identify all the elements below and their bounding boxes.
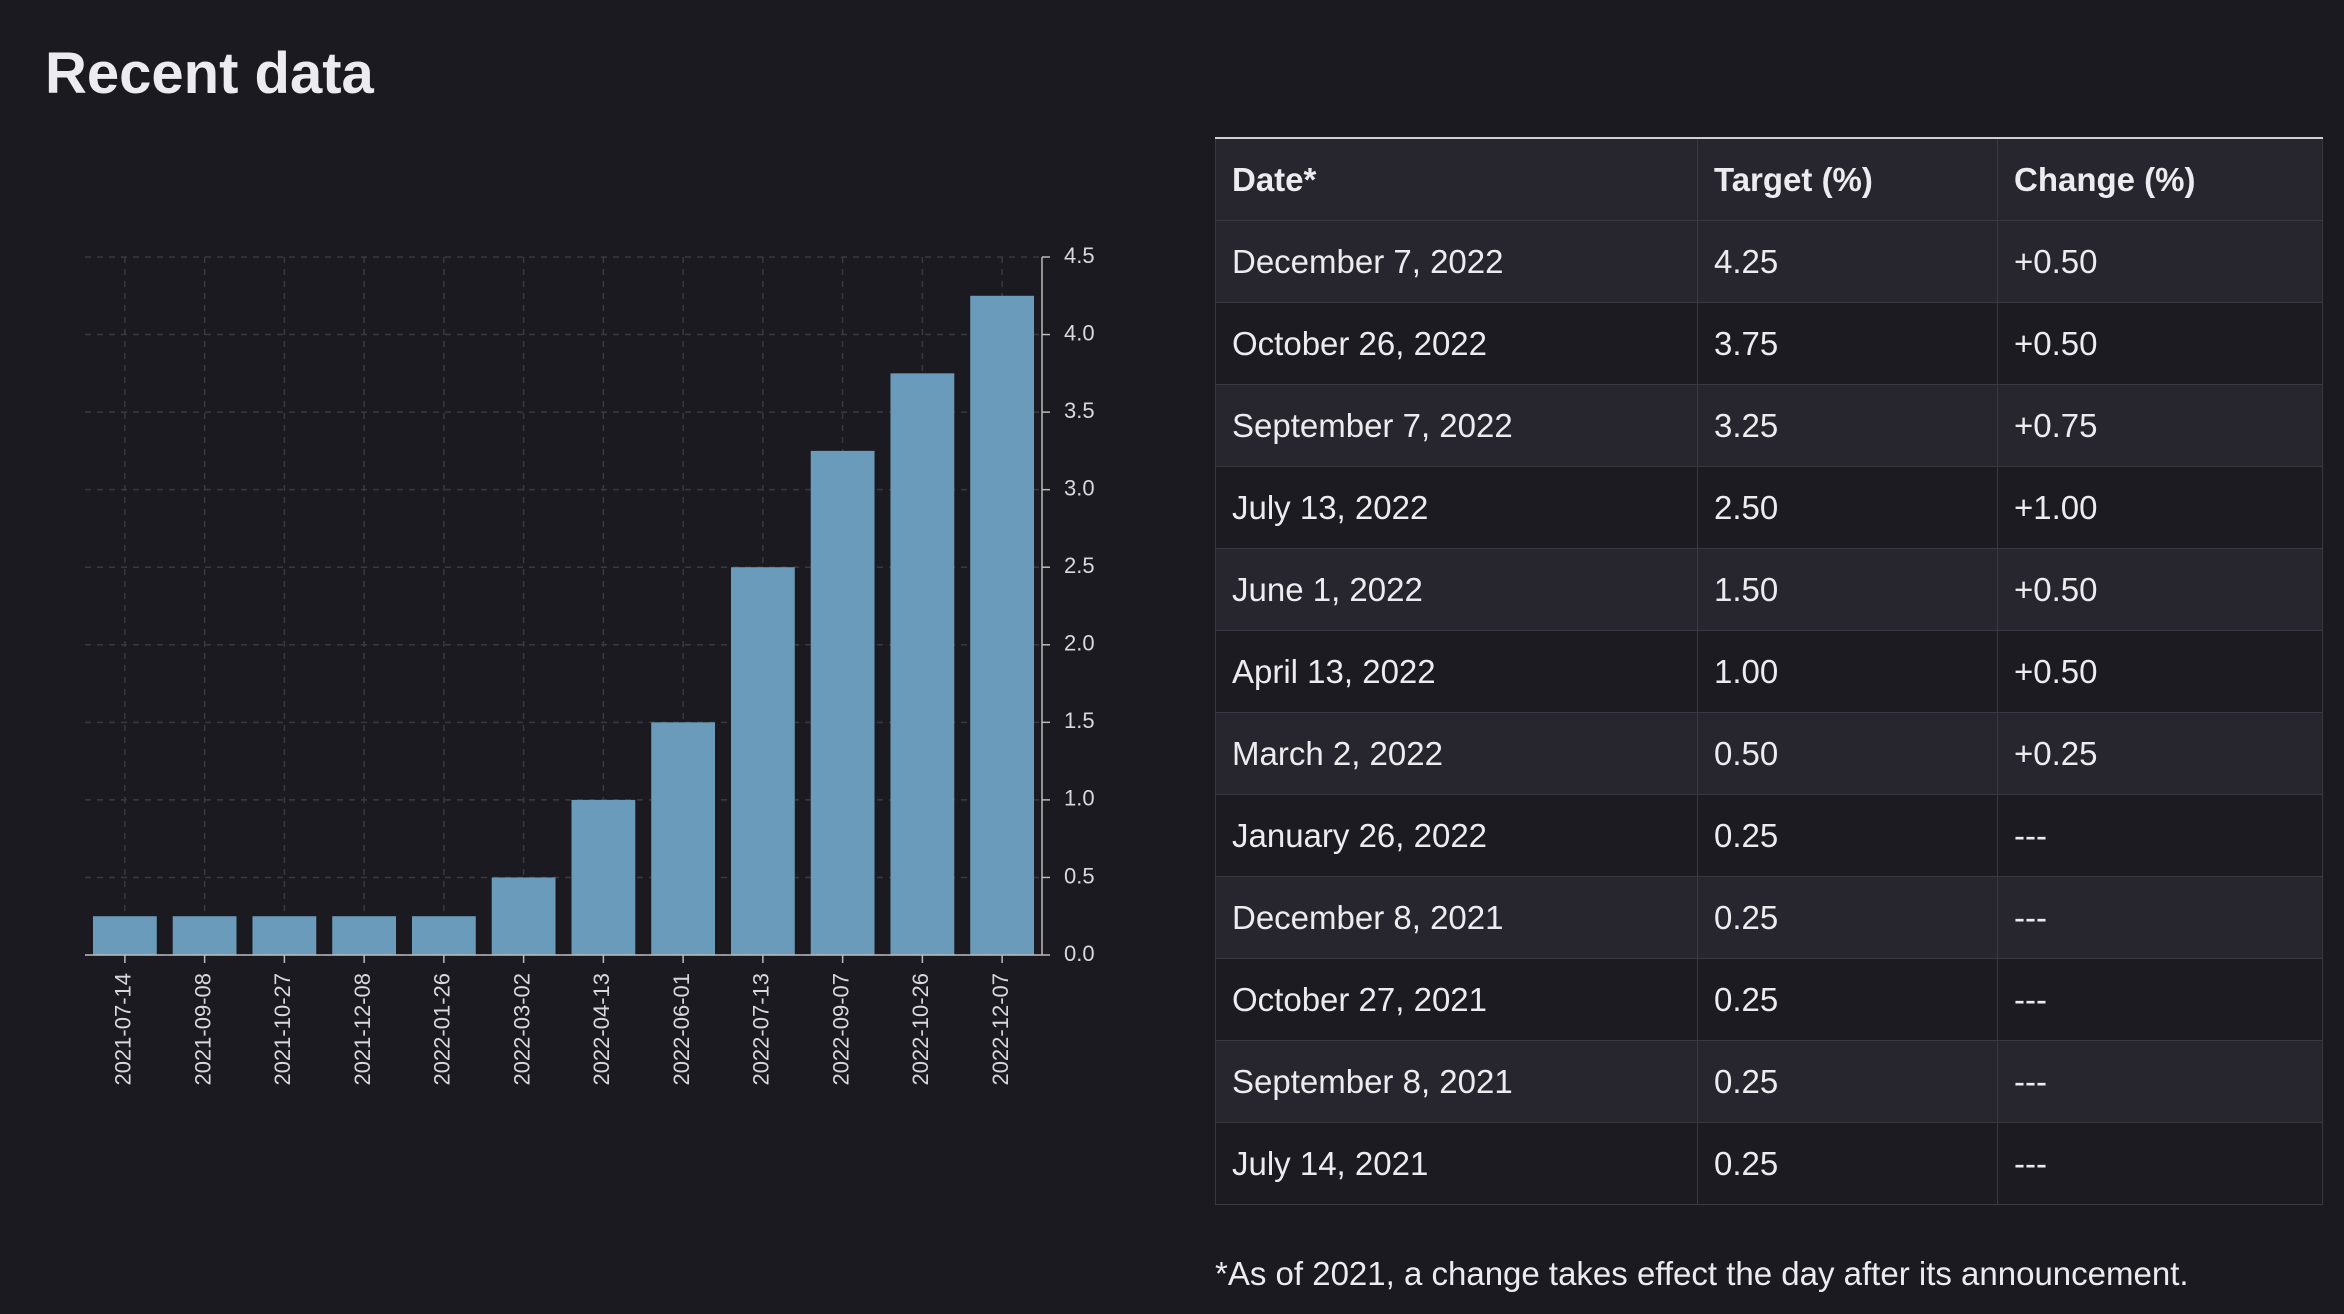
- bar: [730, 567, 795, 955]
- bar: [810, 450, 875, 955]
- table-cell: September 7, 2022: [1215, 384, 1698, 467]
- table-row: October 26, 2022 3.75 +0.50: [1215, 302, 2323, 385]
- bar: [411, 916, 476, 955]
- table-row: July 14, 2021 0.25 ---: [1215, 1122, 2323, 1205]
- table-row: March 2, 2022 0.50 +0.25: [1215, 712, 2323, 795]
- table-cell: 2.50: [1697, 466, 1998, 549]
- column-header: Date*: [1215, 137, 1698, 221]
- table-cell: 3.75: [1697, 302, 1998, 385]
- table-cell: 0.50: [1697, 712, 1998, 795]
- x-tick-label: 2022-01-26: [430, 973, 455, 1086]
- bar: [172, 916, 237, 955]
- table-row: October 27, 2021 0.25 ---: [1215, 958, 2323, 1041]
- data-table: Date* Target (%) Change (%) December 7, 20…: [1215, 137, 2323, 1205]
- table-cell: ---: [1997, 958, 2323, 1041]
- table-cell: 3.25: [1697, 384, 1998, 467]
- table-cell: ---: [1997, 876, 2323, 959]
- y-tick-label: 4.0: [1064, 320, 1095, 345]
- table-cell: July 14, 2021: [1215, 1122, 1698, 1205]
- table-cell: ---: [1997, 794, 2323, 877]
- table-body: December 7, 2022 4.25 +0.50 October 26, 202…: [1215, 220, 2323, 1205]
- x-tick-label: 2021-07-14: [111, 973, 136, 1086]
- page-title: Recent data: [45, 41, 374, 106]
- table-cell: +1.00: [1997, 466, 2323, 549]
- table-cell: 0.25: [1697, 794, 1998, 877]
- table-row: June 1, 2022 1.50 +0.50: [1215, 548, 2323, 631]
- table-cell: ---: [1997, 1040, 2323, 1123]
- table-cell: +0.25: [1997, 712, 2323, 795]
- table-cell: 0.25: [1697, 1122, 1998, 1205]
- x-tick-label: 2022-03-02: [509, 973, 534, 1086]
- table-row: September 7, 2022 3.25 +0.75: [1215, 384, 2323, 467]
- table-cell: 0.25: [1697, 1040, 1998, 1123]
- table-cell: 1.50: [1697, 548, 1998, 631]
- table-cell: 0.25: [1697, 876, 1998, 959]
- footnote: *As of 2021, a change takes effect the d…: [1215, 1255, 2189, 1292]
- table-cell: +0.50: [1997, 302, 2323, 385]
- x-tick-label: 2021-10-27: [270, 973, 295, 1086]
- column-header: Change (%): [1997, 137, 2323, 221]
- table-cell: +0.50: [1997, 630, 2323, 713]
- bar: [571, 799, 636, 955]
- x-tick-label: 2022-07-13: [749, 973, 774, 1086]
- table-cell: April 13, 2022: [1215, 630, 1698, 713]
- y-tick-label: 3.0: [1064, 475, 1095, 500]
- table-cell: June 1, 2022: [1215, 548, 1698, 631]
- chart: 0.0 0.5 1.0 1.5 2.0 2.5 3.0 3.5 4.0 4.5 2021-07-14…: [85, 243, 1095, 1086]
- x-tick-label: 2022-04-13: [589, 973, 614, 1086]
- bar: [890, 373, 955, 955]
- table-cell: January 26, 2022: [1215, 794, 1698, 877]
- table-row: December 7, 2022 4.25 +0.50: [1215, 220, 2323, 303]
- y-tick-label: 0.0: [1064, 941, 1095, 966]
- table-cell: ---: [1997, 1122, 2323, 1205]
- x-tick-label: 2022-10-26: [908, 973, 933, 1086]
- y-tick-label: 4.5: [1064, 243, 1095, 268]
- bar: [651, 722, 716, 955]
- y-tick-label: 1.0: [1064, 786, 1095, 811]
- table-cell: +0.50: [1997, 548, 2323, 631]
- bar: [332, 916, 397, 955]
- table-cell: December 8, 2021: [1215, 876, 1698, 959]
- bar: [491, 877, 556, 955]
- column-header: Target (%): [1697, 137, 1998, 221]
- bar: [252, 916, 317, 955]
- table-row: December 8, 2021 0.25 ---: [1215, 876, 2323, 959]
- table-header: Date* Target (%) Change (%): [1215, 137, 2323, 221]
- table-cell: +0.75: [1997, 384, 2323, 467]
- table-cell: 1.00: [1697, 630, 1998, 713]
- bar: [92, 916, 157, 955]
- y-tick-label: 3.5: [1064, 398, 1095, 423]
- x-tick-label: 2022-09-07: [828, 973, 853, 1086]
- bar: [970, 295, 1035, 955]
- table-row: April 13, 2022 1.00 +0.50: [1215, 630, 2323, 713]
- y-tick-label: 0.5: [1064, 863, 1095, 888]
- x-tick-label: 2022-06-01: [669, 973, 694, 1086]
- y-tick-label: 2.0: [1064, 631, 1095, 656]
- table-cell: October 26, 2022: [1215, 302, 1698, 385]
- table-cell: 0.25: [1697, 958, 1998, 1041]
- table-row: July 13, 2022 2.50 +1.00: [1215, 466, 2323, 549]
- x-tick-label: 2021-12-08: [350, 973, 375, 1086]
- table-cell: +0.50: [1997, 220, 2323, 303]
- x-tick-label: 2022-12-07: [988, 973, 1013, 1086]
- table-cell: 4.25: [1697, 220, 1998, 303]
- table-cell: September 8, 2021: [1215, 1040, 1698, 1123]
- header-row: Date* Target (%) Change (%): [1215, 137, 2323, 221]
- table-cell: December 7, 2022: [1215, 220, 1698, 303]
- table-row: September 8, 2021 0.25 ---: [1215, 1040, 2323, 1123]
- table-row: January 26, 2022 0.25 ---: [1215, 794, 2323, 877]
- y-tick-label: 2.5: [1064, 553, 1095, 578]
- table-cell: October 27, 2021: [1215, 958, 1698, 1041]
- table-cell: March 2, 2022: [1215, 712, 1698, 795]
- table-cell: July 13, 2022: [1215, 466, 1698, 549]
- y-tick-label: 1.5: [1064, 708, 1095, 733]
- x-tick-label: 2021-09-08: [190, 973, 215, 1086]
